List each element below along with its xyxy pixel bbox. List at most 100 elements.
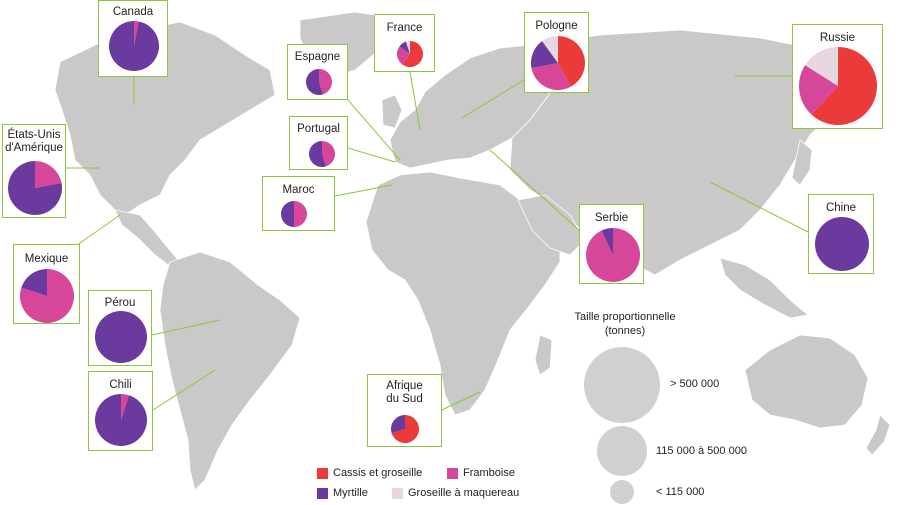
- connector-spain: [347, 99, 401, 161]
- new-zealand: [865, 414, 891, 456]
- pie-slice-etats-unis-framboise: [35, 161, 62, 188]
- pie-slice-chine-myrtille: [815, 217, 869, 271]
- pie-slice-pologne-myrtille: [531, 41, 558, 69]
- country-box-poland: Pologne: [524, 12, 589, 93]
- country-box-canada: Canada: [98, 0, 168, 77]
- country-box-south-africa: Afrique du Sud: [367, 374, 442, 447]
- size-circle-small: [610, 480, 634, 504]
- connector-china: [709, 181, 809, 233]
- australia: [744, 334, 869, 429]
- country-box-morocco: Maroc: [262, 176, 335, 231]
- country-label-russia: Russie: [819, 32, 856, 44]
- pie-slice-russie-framboise: [799, 65, 838, 115]
- connector-serbia: [489, 149, 580, 231]
- country-label-portugal: Portugal: [297, 123, 340, 135]
- pie-chart-france: [397, 41, 423, 67]
- pie-slice-france-myrtille: [399, 41, 410, 54]
- connector-poland: [461, 79, 525, 119]
- pie-chart-mexico: [20, 269, 74, 323]
- connector-mexico: [72, 214, 121, 249]
- country-box-france: France: [374, 14, 435, 72]
- country-label-canada: Canada: [112, 6, 154, 18]
- country-box-peru: Pérou: [88, 290, 152, 366]
- pie-chart-peru: [95, 311, 147, 363]
- pie-slice-russie-groseille-maquereau: [805, 47, 838, 86]
- japan: [791, 139, 813, 186]
- legend-label-cassis: Cassis et groseille: [333, 467, 423, 479]
- connector-peru: [151, 319, 221, 336]
- connector-chile: [152, 369, 216, 411]
- connector-morocco: [334, 184, 393, 197]
- arabia: [517, 194, 586, 256]
- pie-slice-portugal-framboise: [322, 141, 335, 167]
- country-label-serbia: Serbie: [594, 212, 629, 224]
- legend-swatch-myrtille: [317, 488, 328, 499]
- country-label-usa: États-Unis d'Amérique: [5, 129, 63, 154]
- pie-slice-perou-myrtille: [95, 311, 147, 363]
- country-label-france: France: [386, 22, 423, 34]
- country-label-peru: Pérou: [104, 297, 136, 309]
- legend-swatch-framboise: [447, 468, 458, 479]
- legend-swatch-cassis: [317, 468, 328, 479]
- size-circle-large: [584, 347, 660, 423]
- country-box-portugal: Portugal: [289, 116, 348, 170]
- pie-slice-canada-framboise: [134, 21, 139, 46]
- country-label-chile: Chili: [109, 379, 132, 391]
- country-label-spain: Espagne: [294, 51, 341, 63]
- pie-chart-spain: [306, 69, 332, 95]
- legend-label-myrtille: Myrtille: [333, 487, 368, 499]
- legend-label-groseille-maquereau: Groseille à maquereau: [408, 487, 520, 499]
- southeast-asia: [719, 257, 809, 319]
- pie-slice-maroc-framboise: [294, 201, 307, 227]
- country-box-russia: Russie: [792, 24, 883, 129]
- pie-slice-france-groseille-maquereau: [405, 41, 410, 54]
- country-box-usa: États-Unis d'Amérique: [2, 124, 66, 218]
- size-label-large: > 500 000: [670, 378, 720, 390]
- country-box-spain: Espagne: [287, 44, 348, 100]
- size-circle-medium: [597, 426, 647, 476]
- pie-chart-portugal: [309, 141, 335, 167]
- pie-slice-canada-myrtille: [109, 21, 159, 71]
- country-label-china: Chine: [825, 202, 857, 214]
- pie-slice-mexique-myrtille: [21, 269, 47, 296]
- pie-chart-canada: [109, 21, 159, 71]
- pie-chart-usa: [8, 161, 62, 215]
- pie-slice-etats-unis-myrtille: [8, 161, 62, 215]
- connector-south-africa: [441, 391, 481, 411]
- pie-slice-chili-myrtille: [95, 394, 147, 446]
- connector-portugal: [347, 147, 396, 163]
- pie-chart-russia: [799, 47, 877, 125]
- pie-slice-maroc-myrtille: [281, 201, 294, 227]
- country-label-morocco: Maroc: [282, 184, 315, 196]
- pie-slice-pologne-framboise: [531, 63, 572, 90]
- pie-slice-espagne-myrtille: [306, 69, 324, 95]
- pie-slice-afrique-du-sud-cassis: [391, 415, 419, 443]
- pie-slice-mexique-framboise: [20, 269, 74, 323]
- pie-slice-afrique-du-sud-myrtille: [391, 415, 405, 434]
- size-legend-title: Taille proportionnelle (tonnes): [574, 311, 676, 337]
- country-label-poland: Pologne: [535, 20, 578, 32]
- pie-slice-france-cassis: [402, 41, 423, 67]
- size-label-medium: 115 000 à 500 000: [656, 445, 747, 457]
- country-label-south-africa: Afrique du Sud: [386, 380, 423, 405]
- central-america: [114, 209, 181, 269]
- country-box-chile: Chili: [88, 371, 153, 451]
- pie-slice-serbie-myrtille: [601, 228, 613, 255]
- country-box-serbia: Serbie: [579, 204, 644, 284]
- africa: [365, 171, 561, 416]
- country-label-mexico: Mexique: [24, 253, 69, 265]
- country-box-mexico: Mexique: [13, 244, 80, 324]
- pie-chart-morocco: [281, 201, 307, 227]
- pie-chart-chile: [95, 394, 147, 446]
- country-box-china: Chine: [808, 194, 874, 274]
- pie-slice-pologne-groseille-maquereau: [542, 36, 558, 63]
- legend-swatch-groseille-maquereau: [392, 488, 403, 499]
- pie-slice-russie-cassis: [811, 47, 877, 125]
- legend-label-framboise: Framboise: [463, 467, 515, 479]
- pie-chart-serbia: [586, 228, 640, 282]
- pie-slice-espagne-framboise: [319, 69, 332, 95]
- continents: [54, 11, 891, 491]
- size-label-small: < 115 000: [656, 486, 705, 498]
